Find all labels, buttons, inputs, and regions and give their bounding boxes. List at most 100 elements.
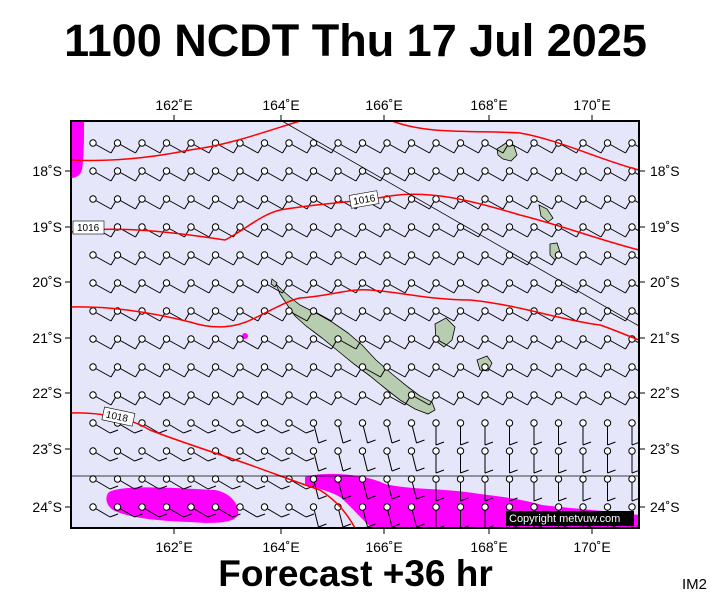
belep-island — [270, 278, 278, 288]
wind-station — [505, 335, 514, 343]
copyright-box — [506, 511, 634, 526]
wind-station — [138, 195, 146, 203]
wind-station — [554, 503, 563, 511]
wind-station — [89, 251, 97, 259]
wind-barb-feather — [183, 485, 192, 490]
tick-marks — [65, 115, 645, 534]
wind-barb-feather — [367, 495, 376, 500]
wind-station — [456, 251, 465, 259]
lon-labels-top: 162˚E 164˚E 166˚E 168˚E 170˚E — [155, 97, 610, 113]
wind-station — [285, 335, 293, 343]
wind-station — [628, 363, 636, 371]
wind-station — [113, 279, 122, 287]
wind-station — [285, 195, 293, 203]
rain-area-west — [106, 487, 239, 523]
wind-station — [285, 279, 293, 287]
wind-station — [211, 307, 220, 315]
wind-station — [309, 335, 318, 343]
wind-barb-feather — [391, 523, 401, 528]
wind-barb-feather — [416, 439, 425, 444]
wind-station — [383, 279, 391, 287]
wind-station — [260, 419, 269, 427]
wind-station — [505, 475, 514, 483]
lon-label-166-bottom: 166˚E — [365, 539, 402, 555]
wind-station — [138, 447, 146, 455]
wind-station — [407, 251, 416, 259]
wind-barb-feather — [305, 429, 315, 434]
wind-station — [554, 195, 563, 203]
wind-station — [358, 223, 367, 231]
wind-station — [162, 447, 171, 455]
ocean-background — [71, 121, 639, 528]
wind-station — [187, 503, 195, 511]
wind-station — [407, 475, 416, 483]
wind-station — [113, 251, 122, 259]
wind-station — [260, 223, 269, 231]
wind-station — [236, 335, 244, 343]
wind-barb-feather — [109, 485, 119, 490]
wind-station — [334, 195, 342, 203]
wind-station — [432, 195, 440, 203]
wind-barb-feather — [582, 441, 592, 446]
wind-station — [579, 251, 587, 259]
wind-station — [579, 167, 587, 175]
wind-station — [358, 279, 367, 287]
wind-barb-feather — [305, 485, 315, 490]
wind-barb-feather — [509, 497, 518, 502]
wind-barb-feather — [509, 441, 518, 446]
wind-barb-feather — [582, 497, 592, 502]
wind-barb-feather — [582, 469, 592, 474]
wind-barb-feather — [607, 497, 616, 502]
wind-barb-feather — [318, 467, 327, 472]
wind-barb-feather — [281, 429, 290, 434]
wind-station — [113, 447, 122, 455]
wind-station — [236, 223, 244, 231]
wind-station — [358, 335, 367, 343]
wind-station — [628, 139, 636, 147]
wind-barb-feather — [134, 429, 143, 434]
wind-station — [236, 307, 244, 315]
wind-station — [456, 363, 465, 371]
wind-barb-feather — [650, 367, 656, 377]
wind-station — [211, 195, 220, 203]
wind-station — [505, 391, 514, 399]
lat-label-18: 18˚S — [32, 163, 62, 179]
wind-barb-feather — [342, 467, 352, 472]
wind-barb-feather — [134, 513, 143, 518]
wind-station — [138, 475, 146, 483]
wind-station — [187, 223, 195, 231]
wind-station — [432, 139, 440, 147]
wind-station — [187, 279, 195, 287]
lon-label-170: 170˚E — [573, 97, 610, 113]
wind-station — [113, 335, 122, 343]
wind-station — [285, 251, 293, 259]
wind-station — [383, 419, 391, 427]
wind-station — [309, 307, 318, 315]
wind-station — [407, 503, 416, 511]
wind-station — [383, 475, 391, 483]
wind-station — [236, 195, 244, 203]
wind-station — [236, 419, 244, 427]
wind-barb-feather — [158, 513, 168, 518]
wind-station — [113, 195, 122, 203]
wind-station — [285, 139, 293, 147]
wind-station — [334, 279, 342, 287]
wind-station — [603, 195, 612, 203]
wind-barb-feather — [256, 513, 266, 518]
wind-station — [456, 335, 465, 343]
lat-label-22-right: 22˚S — [650, 385, 680, 401]
wind-station — [432, 251, 440, 259]
wind-barb-feather — [533, 497, 543, 502]
wind-station — [481, 307, 489, 315]
wind-station — [211, 475, 220, 483]
lat-label-20: 20˚S — [32, 274, 62, 290]
lat-label-19-right: 19˚S — [650, 219, 680, 235]
wind-station — [113, 503, 122, 511]
wind-station — [579, 363, 587, 371]
wind-station — [211, 419, 220, 427]
wind-station — [530, 363, 538, 371]
wind-station — [603, 447, 612, 455]
wind-barb-feather — [484, 441, 494, 446]
lat-labels-right: 18˚S 19˚S 20˚S 21˚S 22˚S 23˚S 24˚S — [650, 163, 680, 515]
wind-station — [383, 251, 391, 259]
